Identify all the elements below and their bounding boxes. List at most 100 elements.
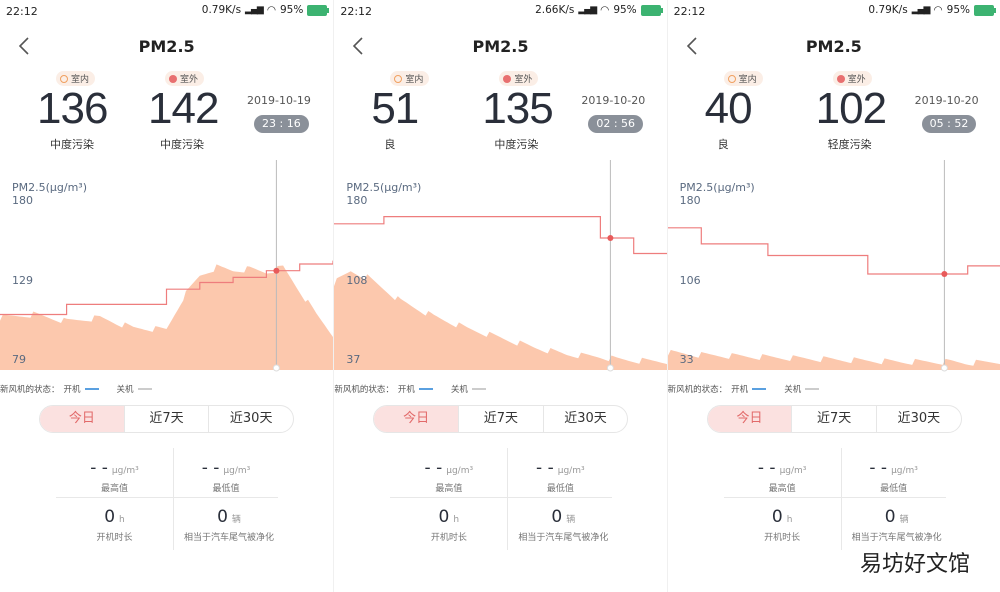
stat-cars-label: 相当于汽车尾气被净化 [518, 533, 609, 543]
tab-today[interactable]: 今日 [40, 406, 125, 432]
stat-min-value: - - [201, 458, 220, 478]
stat-min-unit: μg/m³ [891, 466, 918, 476]
outdoor-value: 142 [148, 84, 219, 133]
tab-7-days[interactable]: 近7天 [792, 406, 877, 432]
legend-off-swatch [805, 388, 820, 390]
pm25-chart[interactable] [667, 160, 1000, 372]
indoor-cursor-point [607, 364, 615, 372]
stat-max-unit: μg/m³ [446, 466, 474, 476]
indoor-tag-label: 室内 [738, 75, 757, 85]
stat-max-label: 最高值 [768, 484, 796, 494]
indoor-tag: 室内 [723, 71, 763, 86]
stat-min-unit: μg/m³ [557, 466, 585, 476]
back-arrow-icon[interactable] [686, 36, 698, 56]
watermark: 易坊好文馆 [855, 546, 974, 578]
legend-off-label: 关机 [784, 385, 802, 395]
outdoor-tag-label: 室外 [180, 75, 199, 85]
stat-min-label: 最低值 [546, 484, 574, 494]
battery-icon [307, 4, 330, 16]
battery-percent: 95% [613, 4, 637, 16]
signal-icon: ▂▄▆ [911, 5, 931, 15]
indoor-area-series [667, 349, 1000, 370]
stat-max-value: - - [90, 458, 108, 478]
outdoor-tag: 室外 [832, 71, 872, 86]
outdoor-cursor-point [273, 267, 280, 274]
legend-on-swatch [752, 388, 767, 390]
y-tick-mid: 108 [346, 274, 368, 287]
pm25-chart[interactable] [334, 160, 667, 372]
stat-max-value: - - [424, 458, 443, 478]
stat-runtime-value: 0 [438, 507, 450, 527]
back-arrow-icon[interactable] [352, 36, 364, 56]
outdoor-value: 135 [482, 84, 553, 133]
y-axis-label: PM2.5(μg/m³) [12, 181, 88, 194]
cursor-time-badge[interactable]: 23 : 16 [254, 115, 309, 133]
y-tick-bottom: 37 [346, 353, 361, 366]
signal-icon: ▂▄▆ [245, 5, 264, 15]
cursor-date: 2019-10-20 [581, 94, 646, 107]
legend-on-swatch [84, 388, 99, 390]
wifi-icon: ◠ [600, 4, 610, 16]
range-tabs: 今日 近7天 近30天 [706, 405, 962, 433]
outdoor-dot-icon [169, 74, 177, 83]
legend-prefix: 新风机的状态： [0, 385, 60, 395]
outdoor-tag: 室外 [165, 71, 205, 86]
status-indicators: 0.79K/s ▂▄▆ ◠ 95% [868, 4, 996, 16]
outdoor-tag-label: 室外 [514, 75, 533, 85]
status-indicators: 0.79K/s ▂▄▆ ◠ 95% [202, 4, 330, 16]
indoor-area-series [0, 264, 333, 370]
stat-max: - - μg/m³ 最高值 [56, 458, 173, 494]
screen-panel: 22:12 0.79K/s ▂▄▆ ◠ 95% PM2.5 室内 室外 40 1… [666, 0, 1000, 592]
y-tick-top: 180 [346, 194, 368, 207]
y-tick-bottom: 79 [12, 353, 26, 366]
tab-today[interactable]: 今日 [707, 406, 793, 432]
indoor-tag: 室内 [390, 71, 430, 86]
status-bar: 22:12 0.79K/s ▂▄▆ ◠ 95% [0, 0, 333, 24]
status-bar: 22:12 2.66K/s ▂▄▆ ◠ 95% [334, 0, 666, 24]
indoor-cursor-point [940, 364, 948, 372]
cursor-time-badge[interactable]: 02 : 56 [588, 115, 644, 133]
battery-percent: 95% [946, 4, 970, 16]
tab-7-days[interactable]: 近7天 [459, 406, 544, 432]
outdoor-cursor-point [607, 235, 614, 242]
outdoor-tag-label: 室外 [847, 75, 866, 85]
tab-7-days[interactable]: 近7天 [125, 406, 210, 432]
indoor-value: 51 [371, 84, 419, 133]
outdoor-level: 轻度污染 [827, 138, 872, 151]
indoor-cursor-point [272, 364, 280, 372]
tab-30-days[interactable]: 近30天 [897, 411, 941, 426]
legend-off-swatch [471, 388, 486, 390]
page-title: PM2.5 [472, 37, 529, 56]
outdoor-dot-icon [836, 74, 845, 83]
pm25-chart[interactable] [0, 160, 333, 372]
indoor-level: 中度污染 [50, 138, 94, 151]
wifi-icon: ◠ [933, 4, 943, 16]
indoor-dot-icon [60, 74, 68, 83]
legend-on-label: 开机 [731, 385, 749, 395]
y-tick-mid: 129 [12, 274, 33, 287]
status-time: 22:12 [340, 5, 373, 18]
page-title: PM2.5 [138, 37, 195, 56]
tab-today[interactable]: 今日 [374, 406, 459, 432]
indoor-tag: 室内 [56, 71, 96, 86]
network-speed: 2.66K/s [535, 4, 575, 16]
stat-cars-unit: 辆 [899, 515, 909, 525]
stat-cars-label: 相当于汽车尾气被净化 [851, 533, 942, 543]
outdoor-line-series [667, 227, 1000, 275]
tab-30-days[interactable]: 近30天 [564, 411, 607, 426]
stat-cars-label: 相当于汽车尾气被净化 [183, 533, 274, 543]
tab-30-days[interactable]: 近30天 [229, 411, 273, 426]
outdoor-line-series [0, 260, 333, 316]
divider [56, 497, 278, 498]
stat-runtime-unit: h [786, 515, 793, 525]
stat-min: - - μg/m³ 最低值 [842, 458, 946, 494]
back-arrow-icon[interactable] [18, 36, 30, 56]
cursor-date: 2019-10-19 [247, 94, 311, 107]
stat-runtime-label: 开机时长 [430, 533, 467, 543]
stat-cars-unit: 辆 [566, 515, 576, 525]
cursor-time-badge[interactable]: 05 : 52 [921, 115, 977, 133]
